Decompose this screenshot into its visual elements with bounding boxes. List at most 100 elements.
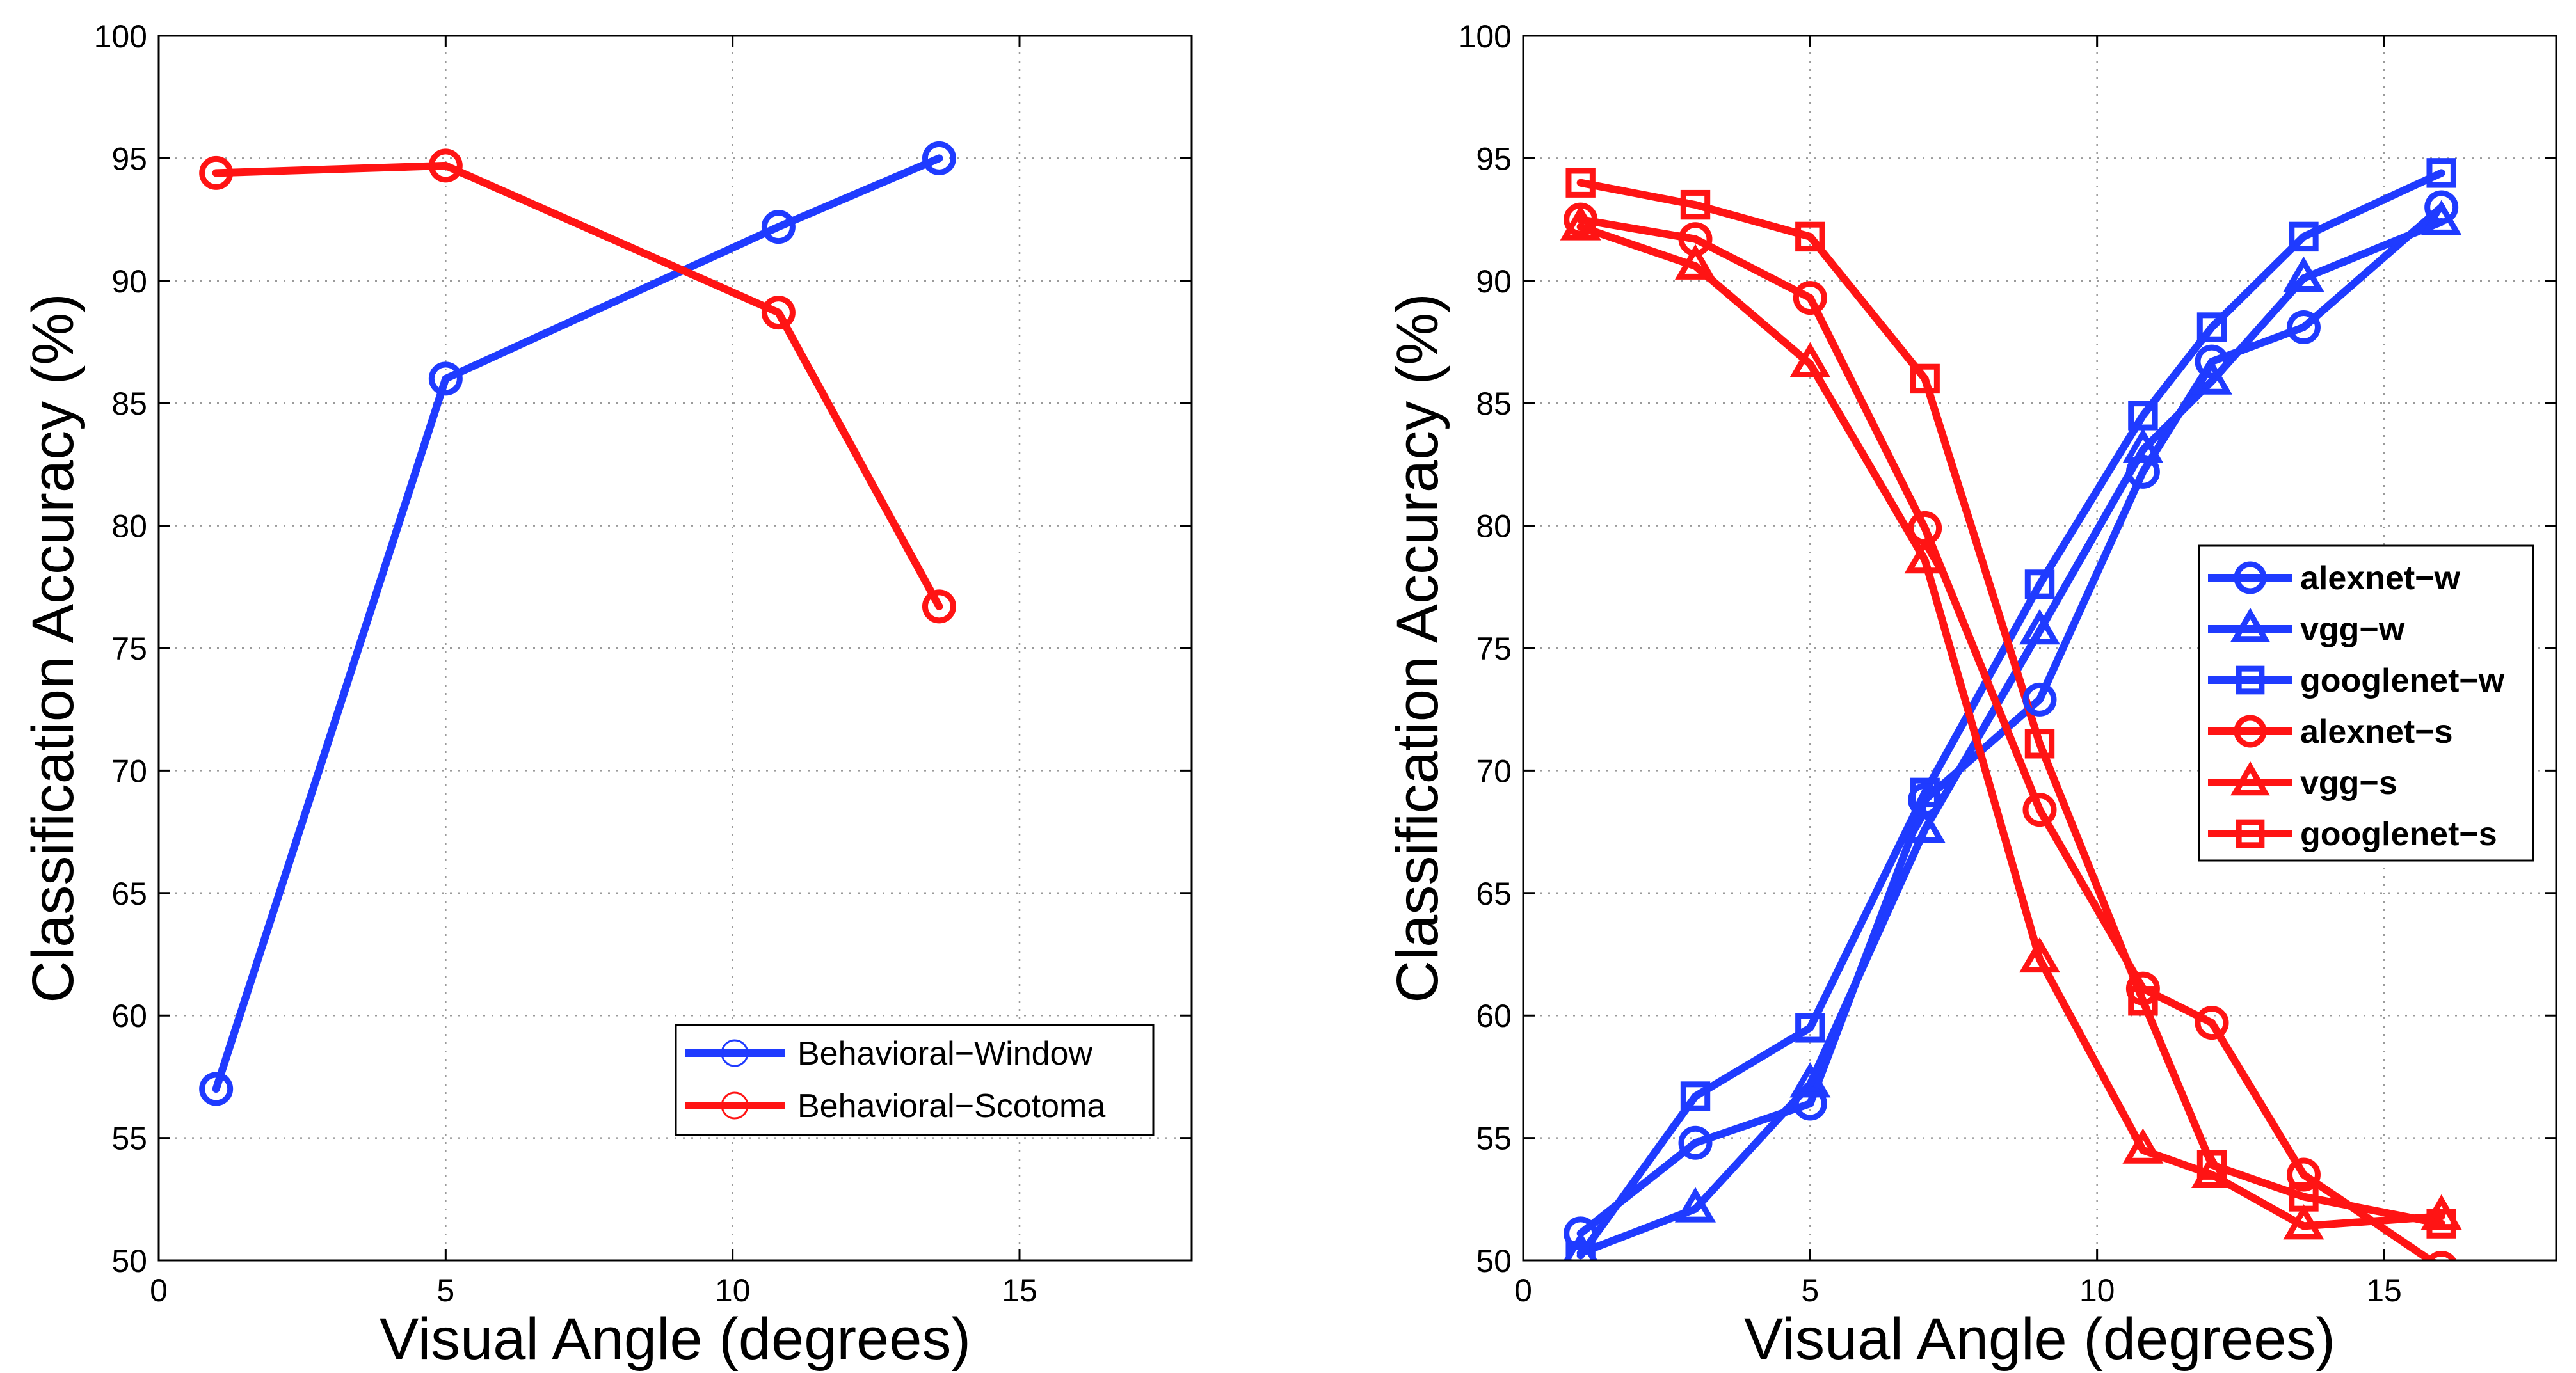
legend-label: vgg−s: [2300, 765, 2397, 802]
data-point: [761, 296, 796, 330]
data-point: [2128, 401, 2158, 431]
data-point: [1564, 1231, 1598, 1260]
legend-label: alexnet−s: [2300, 713, 2453, 750]
data-point: [1560, 205, 1601, 241]
y-tick-label: 90: [111, 264, 147, 299]
data-point: [2424, 190, 2459, 225]
data-point: [1910, 363, 1940, 394]
data-point: [2286, 1157, 2321, 1192]
y-tick-label: 55: [1476, 1121, 1512, 1157]
y-tick-label: 75: [111, 631, 147, 667]
legend-marker: [2230, 761, 2270, 796]
legend-item: Behavioral−Scotoma: [685, 1088, 1105, 1125]
legend-marker: [2230, 607, 2270, 642]
data-point: [2196, 1150, 2227, 1180]
legend-label: googlenet−w: [2300, 662, 2505, 699]
data-point: [2283, 1204, 2324, 1240]
data-point: [2128, 986, 2158, 1016]
legend-label: Behavioral−Scotoma: [797, 1088, 1105, 1125]
data-point: [1789, 1062, 1831, 1098]
legend-item: alexnet−s: [2208, 713, 2453, 750]
data-point: [1564, 1216, 1598, 1251]
x-tick-label: 15: [2366, 1273, 2402, 1308]
legend-marker: [2236, 819, 2265, 848]
series-line: [1576, 216, 2438, 1260]
series-line: [212, 154, 943, 1093]
data-point: [2024, 569, 2055, 599]
data-point: [1904, 537, 1946, 574]
series-line: [1576, 169, 2445, 1260]
data-point: [2426, 1209, 2456, 1239]
data-point: [761, 210, 796, 244]
data-point: [2426, 158, 2456, 188]
data-point: [2420, 200, 2462, 235]
data-point: [1678, 1125, 1713, 1160]
data-point: [1680, 189, 1711, 220]
data-point: [2289, 1182, 2319, 1212]
x-tick-label: 5: [436, 1273, 454, 1308]
series-line: [1576, 218, 2445, 1257]
x-tick-label: 10: [715, 1273, 751, 1308]
data-point: [2191, 359, 2233, 395]
y-tick-label: 80: [1476, 509, 1512, 544]
y-tick-label: 50: [111, 1243, 147, 1279]
legend-item: vgg−s: [2208, 761, 2397, 802]
y-tick-label: 55: [111, 1121, 147, 1157]
gridlines: [159, 36, 1192, 1260]
left-chart-panel: 0 5 10 15 50 55 60 65 70 75 80 85 90 95 100 Visual Angl…: [20, 19, 1193, 1372]
series-line: [1576, 223, 2445, 1230]
legend: Behavioral−Window Behavioral−Scotoma: [675, 1024, 1155, 1136]
data-point: [1795, 221, 1825, 252]
y-tick-label: 95: [111, 141, 147, 177]
data-point: [2022, 682, 2057, 717]
data-point: [2196, 312, 2227, 342]
legend-label: vgg−w: [2300, 611, 2405, 648]
data-point: [2286, 310, 2321, 345]
data-point: [1793, 281, 1827, 315]
y-tick-label: 65: [111, 876, 147, 912]
data-point: [2191, 1152, 2233, 1189]
legend-item: Behavioral−Window: [685, 1035, 1092, 1072]
data-point: [1674, 1187, 1716, 1223]
y-tick-label: 85: [1476, 386, 1512, 422]
data-point: [922, 141, 956, 175]
legend-label: googlenet−s: [2300, 816, 2497, 853]
data-point: [2289, 221, 2319, 252]
data-point: [2022, 793, 2057, 827]
x-tick-label: 0: [150, 1273, 168, 1308]
data-point: [1904, 807, 1946, 843]
data-point: [199, 1072, 234, 1106]
y-tick-label: 60: [111, 998, 147, 1034]
x-tick-label: 15: [1002, 1273, 1037, 1308]
data-point: [1795, 1013, 1825, 1043]
legend-item: googlenet−s: [2208, 816, 2497, 853]
data-point: [2019, 608, 2061, 645]
data-point: [2195, 1006, 2229, 1040]
data-point: [2122, 1128, 2164, 1164]
legend-marker: [2234, 715, 2267, 748]
legend-box: [675, 1024, 1155, 1136]
data-point: [1680, 1081, 1711, 1111]
series-line: [1576, 203, 2445, 1237]
legend-item: alexnet−w: [2208, 560, 2461, 597]
right-chart-panel: 0 5 10 15 50 55 60 65 70 75 80 85 90 95 100 Visual Angl…: [1385, 19, 2557, 1372]
y-tick-label: 95: [1476, 141, 1512, 177]
series-line: [212, 161, 943, 610]
data-point: [2426, 1250, 2457, 1260]
y-tick-label: 90: [1476, 264, 1512, 299]
y-tick-label: 100: [94, 19, 147, 54]
x-tick-label: 10: [2079, 1273, 2115, 1308]
legend-marker: [721, 1039, 749, 1067]
y-tick-label: 70: [111, 753, 147, 789]
legend-box: [2198, 544, 2534, 862]
data-point: [922, 589, 956, 624]
legend: alexnet−w vgg−w googlenet−w alexnet−s vgg−s g…: [2198, 544, 2534, 862]
y-axis-label: Classification Accuracy (%): [20, 293, 86, 1003]
y-tick-label: 80: [111, 509, 147, 544]
x-axis-label: Visual Angle (degrees): [1744, 1306, 2335, 1372]
legend-label: Behavioral−Window: [797, 1035, 1092, 1072]
ticks: 0 5 10 15 50 55 60 65 70 75 80 85 90 95 100: [1459, 19, 2556, 1308]
data-point: [1793, 1086, 1827, 1121]
data-point: [199, 155, 234, 190]
